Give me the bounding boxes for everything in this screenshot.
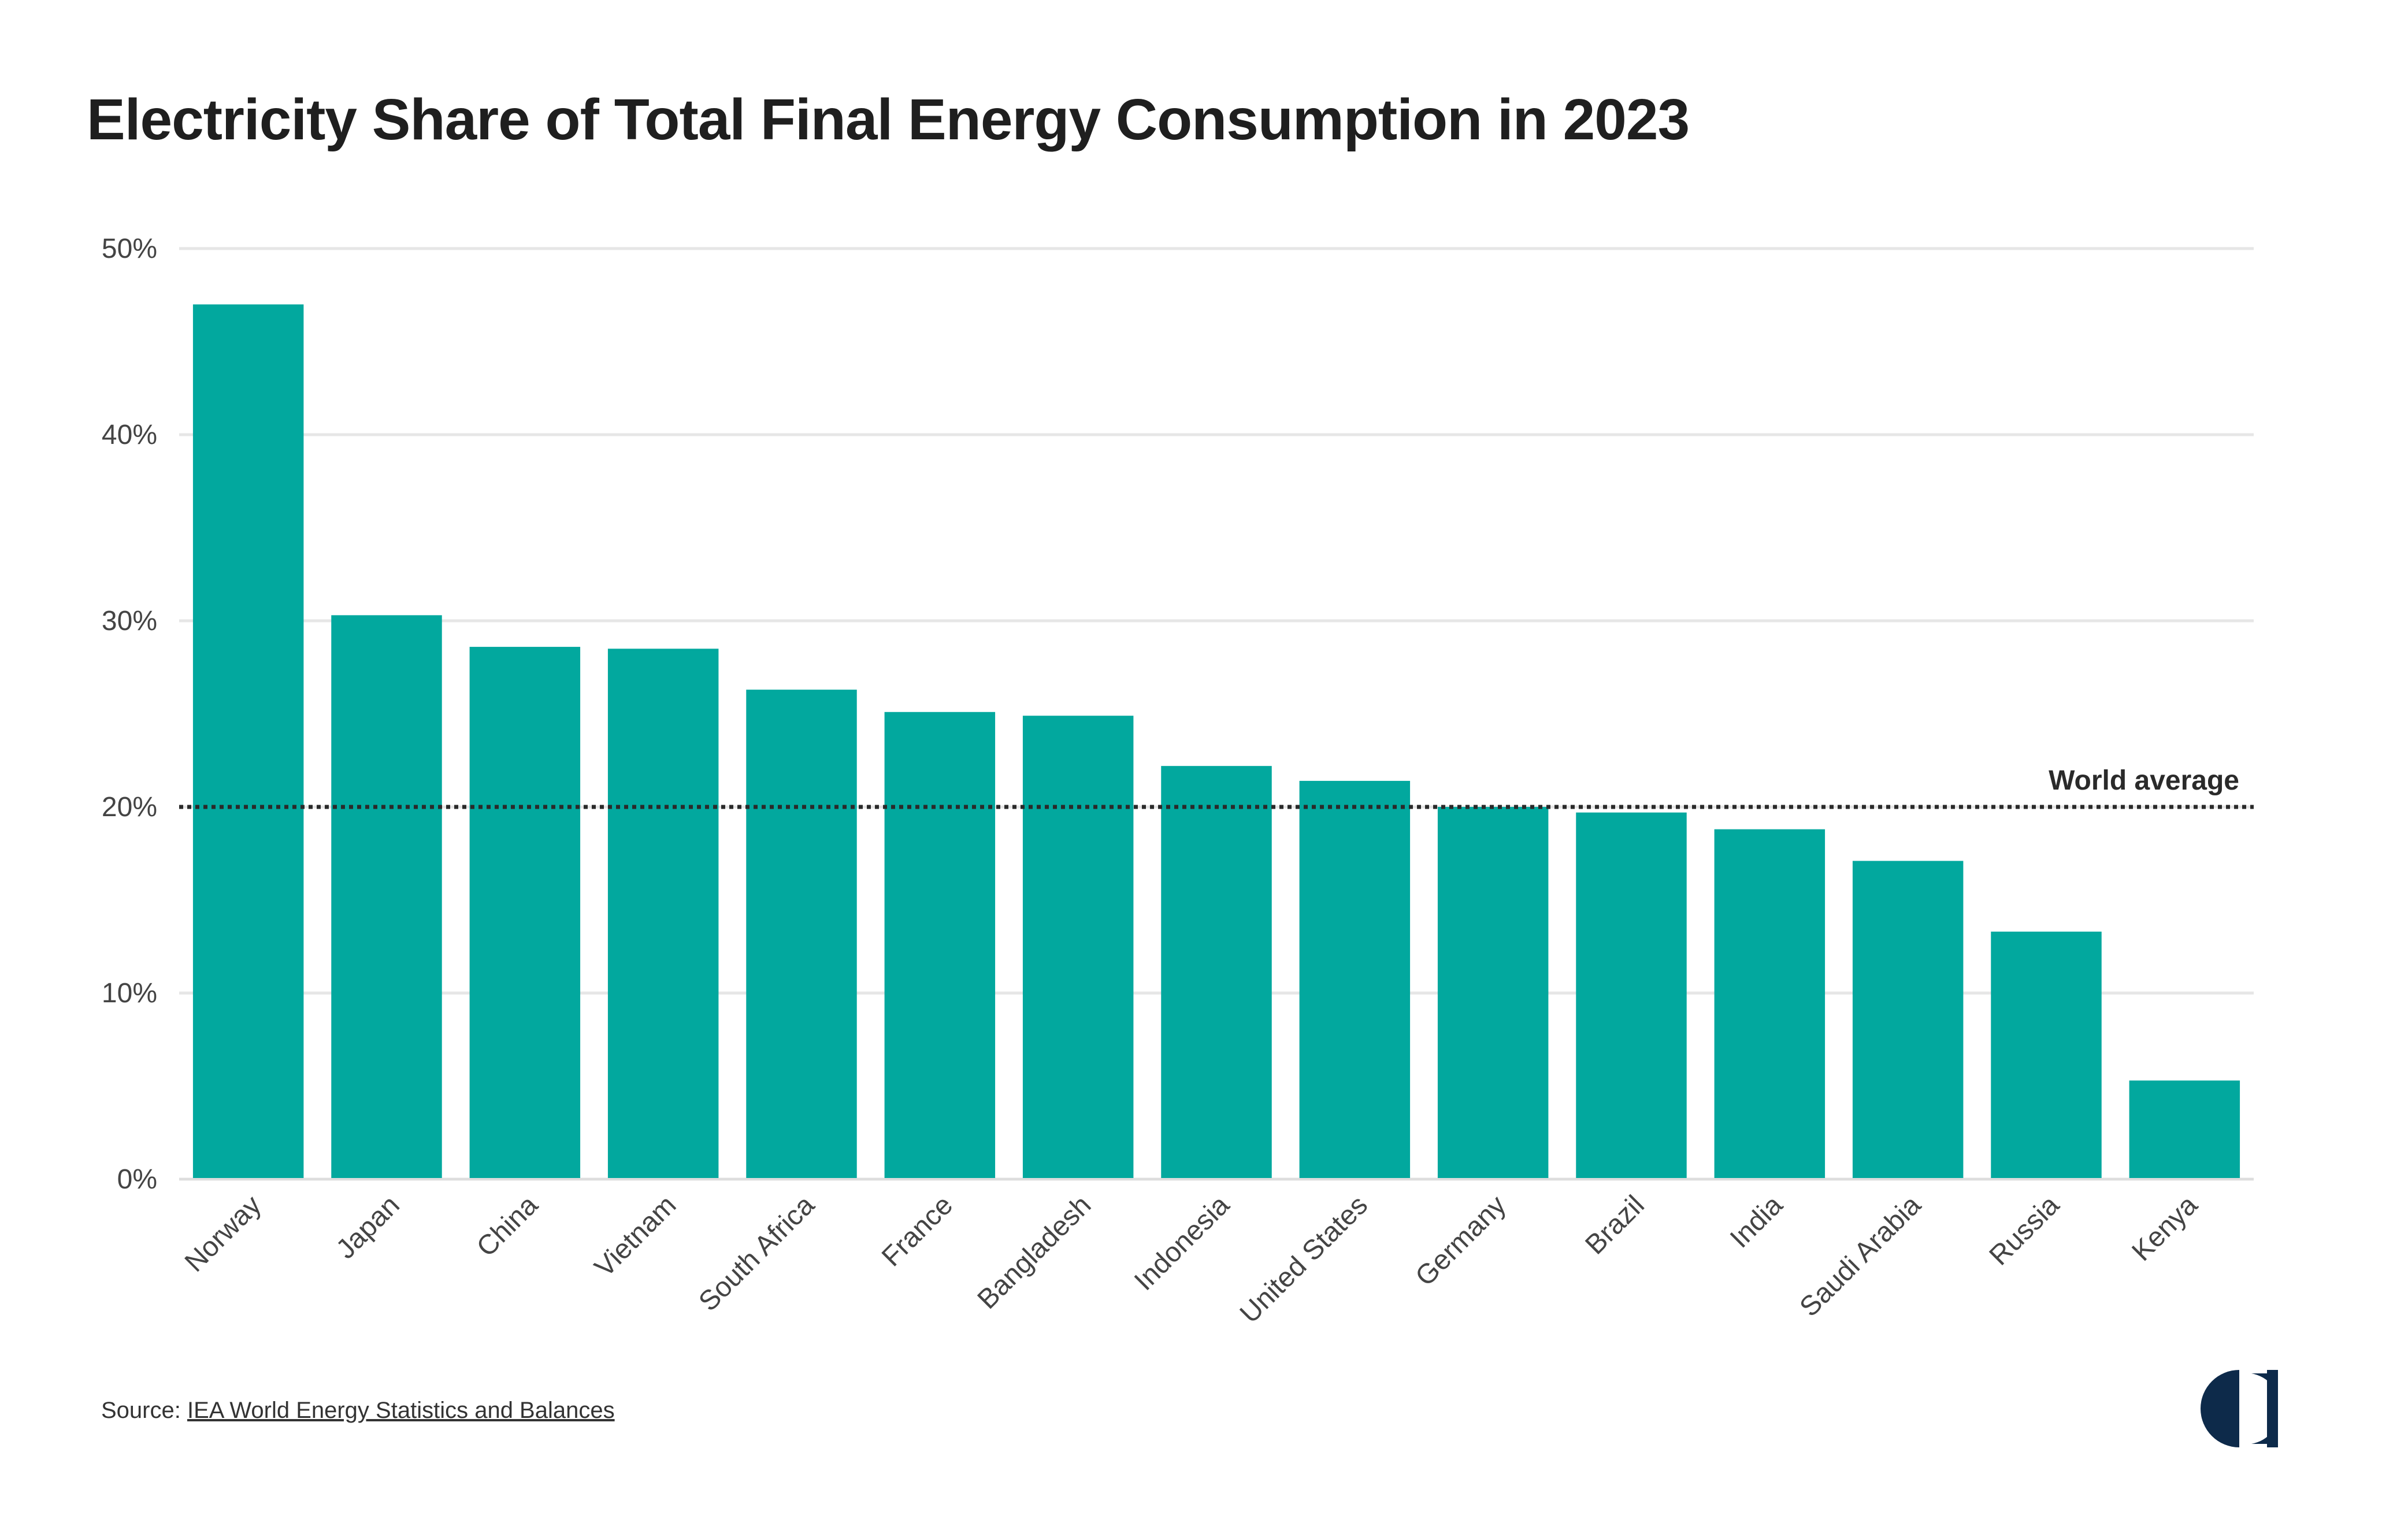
- x-tick-label: France: [876, 1190, 959, 1272]
- bars: [192, 304, 2240, 1179]
- bar-indonesia: [1161, 766, 1272, 1179]
- source-prefix: Source:: [101, 1398, 187, 1423]
- x-tick-label: Japan: [331, 1190, 406, 1265]
- y-tick-label: 20%: [102, 792, 157, 823]
- bar-china: [469, 647, 581, 1179]
- bar-vietnam: [607, 649, 719, 1179]
- y-tick-label: 50%: [102, 234, 157, 264]
- bar-united-states: [1299, 780, 1411, 1179]
- bar-brazil: [1576, 812, 1687, 1179]
- x-tick-label: Germany: [1409, 1190, 1512, 1292]
- bar-bangladesh: [1022, 716, 1134, 1179]
- y-tick-label: 0%: [117, 1164, 157, 1195]
- bar-south-africa: [746, 690, 857, 1179]
- bar-kenya: [2129, 1080, 2240, 1179]
- x-tick-label: Brazil: [1579, 1190, 1650, 1260]
- x-tick-label: Bangladesh: [972, 1190, 1097, 1315]
- bar-norway: [192, 304, 304, 1179]
- half-circle-logo-icon: [2201, 1370, 2278, 1447]
- x-axis-category-labels: Norway Japan China Vietnam South Africa Franc…: [179, 1190, 2203, 1329]
- x-tick-label: Russia: [1984, 1190, 2065, 1271]
- world-average-reference: World average: [179, 765, 2254, 809]
- x-tick-label: China: [471, 1190, 544, 1262]
- y-tick-label: 40%: [102, 420, 157, 450]
- bar-japan: [331, 615, 442, 1179]
- source-link[interactable]: IEA World Energy Statistics and Balances: [187, 1398, 615, 1423]
- x-tick-label: India: [1724, 1190, 1789, 1254]
- x-tick-label: South Africa: [693, 1190, 821, 1317]
- bar-russia: [1991, 931, 2102, 1179]
- y-axis-tick-labels: 0% 10% 20% 30% 40% 50%: [102, 234, 157, 1195]
- bar-france: [884, 712, 996, 1179]
- y-tick-label: 30%: [102, 606, 157, 636]
- chart-title: Electricity Share of Total Final Energy …: [87, 87, 1690, 152]
- bar-saudi-arabia: [1852, 861, 1964, 1179]
- x-tick-label: Saudi Arabia: [1794, 1190, 1927, 1323]
- bar-india: [1714, 829, 1826, 1179]
- y-tick-label: 10%: [102, 978, 157, 1009]
- x-tick-label: Kenya: [2126, 1190, 2203, 1267]
- source-note: Source: IEA World Energy Statistics and …: [101, 1398, 615, 1424]
- x-tick-label: United States: [1234, 1190, 1374, 1329]
- world-average-label: World average: [2049, 765, 2239, 796]
- x-tick-label: Vietnam: [589, 1190, 682, 1283]
- x-tick-label: Indonesia: [1129, 1190, 1235, 1297]
- bar-germany: [1437, 807, 1549, 1179]
- x-tick-label: Norway: [179, 1190, 268, 1278]
